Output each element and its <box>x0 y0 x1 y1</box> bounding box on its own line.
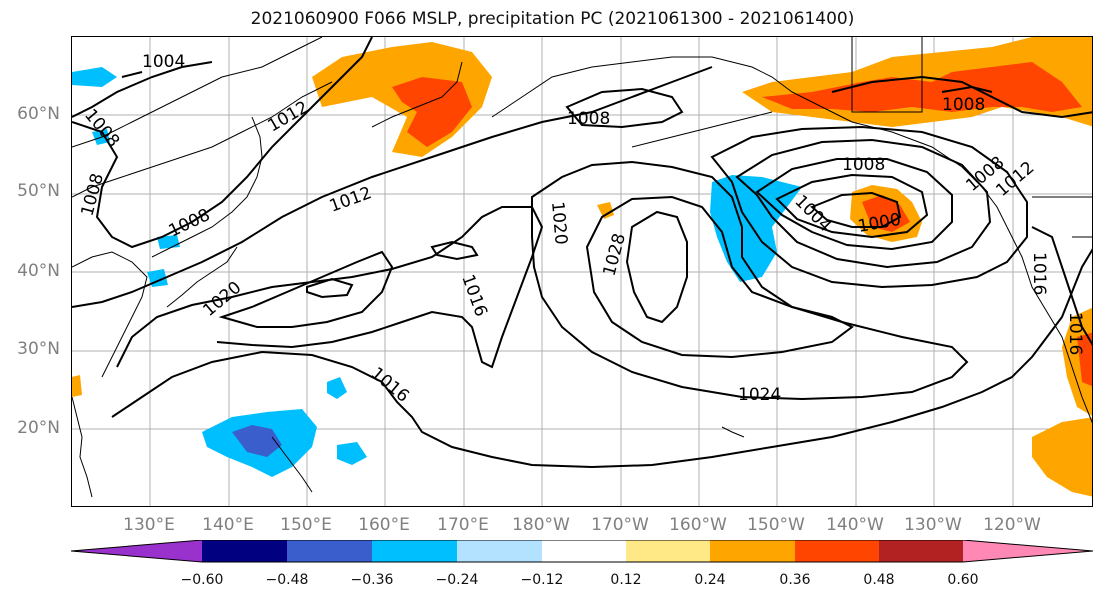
colorbar-segment <box>202 540 287 562</box>
isobar-label: 1020 <box>199 278 245 321</box>
colorbar-segment <box>287 540 372 562</box>
lat-label-30n: 30°N <box>17 339 60 359</box>
lon-label: 130°W <box>904 515 962 535</box>
lon-label: 150°E <box>280 515 332 535</box>
lon-label: 170°W <box>591 515 649 535</box>
lon-label: 140°W <box>826 515 884 535</box>
lat-label-60n: 60°N <box>17 104 60 124</box>
isobar-label: 1016 <box>457 272 491 319</box>
colorbar-segment <box>879 540 963 562</box>
isobar-label: 1024 <box>738 385 781 405</box>
lat-label-40n: 40°N <box>17 261 60 281</box>
isobar-label: 1004 <box>142 52 185 72</box>
isobar-label: 1004 <box>790 191 835 236</box>
lat-label-20n: 20°N <box>17 418 60 438</box>
isobar-label: 1008 <box>567 109 610 129</box>
colorbar-segment <box>963 540 1093 562</box>
colorbar-segment <box>457 540 542 562</box>
lon-label: 160°W <box>669 515 727 535</box>
isobar-label: 1020 <box>547 201 571 246</box>
colorbar-segment <box>71 540 202 562</box>
colorbar-segment <box>372 540 457 562</box>
forecast-map: 1004 1008 1008 1008 1008 1012 1012 1012 … <box>71 36 1093 507</box>
isobar-label: 1008 <box>78 171 109 218</box>
colorbar-tick: 0.36 <box>779 572 811 588</box>
lon-label: 150°W <box>747 515 805 535</box>
lon-label: 160°E <box>358 515 410 535</box>
lon-label: 120°W <box>983 515 1041 535</box>
colorbar-tick: 0.24 <box>694 572 726 588</box>
colorbar-segment <box>795 540 879 562</box>
isobar-label: 1016 <box>1029 252 1049 295</box>
isobars <box>72 37 1092 469</box>
map-canvas: 1004 1008 1008 1008 1008 1012 1012 1012 … <box>72 37 1092 506</box>
lon-label: 170°E <box>437 515 489 535</box>
colorbar-segment <box>710 540 795 562</box>
colorbar-svg <box>70 539 1094 563</box>
isobar-label: 1028 <box>600 231 631 278</box>
colorbar-tick: 0.12 <box>610 572 642 588</box>
colorbar-tick: 0.60 <box>947 572 979 588</box>
colorbar <box>70 539 1094 563</box>
isobar-label: 1008 <box>842 155 885 175</box>
colorbar-tick: −0.60 <box>180 572 224 588</box>
colorbar-tick: −0.12 <box>520 572 564 588</box>
colorbar-tick: −0.36 <box>350 572 394 588</box>
coastlines <box>72 37 1092 498</box>
isobar-label: 1016 <box>1065 312 1085 355</box>
lon-label: 130°E <box>123 515 175 535</box>
map-title: 2021060900 F066 MSLP, precipitation PC (… <box>250 9 855 29</box>
isobar-label: 1012 <box>327 183 374 217</box>
colorbar-segment <box>626 540 710 562</box>
colorbar-tick: −0.24 <box>435 572 479 588</box>
colorbar-tick: 0.48 <box>863 572 895 588</box>
isobar-label: 1008 <box>80 105 123 151</box>
lat-label-50n: 50°N <box>17 181 60 201</box>
colorbar-segment <box>542 540 626 562</box>
isobar-label: 1008 <box>166 205 214 241</box>
isobar-label: 1008 <box>942 95 985 115</box>
lon-label: 180°W <box>512 515 570 535</box>
lon-label: 140°E <box>202 515 254 535</box>
colorbar-tick: −0.48 <box>265 572 309 588</box>
precip-shading <box>72 37 1092 497</box>
isobar-label: 1016 <box>367 364 413 407</box>
